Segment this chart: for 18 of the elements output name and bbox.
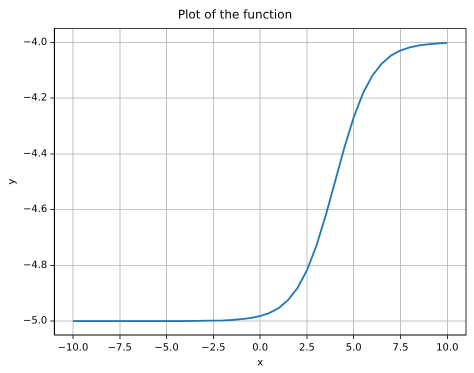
x-tick-label: 7.5 xyxy=(392,342,408,354)
y-axis-title: y xyxy=(6,178,18,185)
y-tick-label: −4.6 xyxy=(22,204,48,216)
y-tick-label: −4.0 xyxy=(22,36,48,48)
y-tick-label: −4.2 xyxy=(22,92,48,104)
x-tick-label: 10.0 xyxy=(436,342,458,354)
y-tick-label: −4.4 xyxy=(22,148,48,160)
x-axis-title: x xyxy=(257,358,264,369)
y-tick-label: −5.0 xyxy=(22,316,48,327)
x-tick-label: −7.5 xyxy=(108,342,132,354)
x-tick-label: −5.0 xyxy=(154,342,179,354)
x-tick-label: 0.0 xyxy=(252,342,268,354)
x-tick-label: 2.5 xyxy=(298,342,315,354)
x-tick-label: −10.0 xyxy=(58,342,88,354)
y-tick-label: −4.8 xyxy=(22,260,48,271)
x-tick-label: −2.5 xyxy=(201,342,226,354)
x-tick-label: 5.0 xyxy=(346,342,362,354)
chart-title: Plot of the function xyxy=(178,7,292,22)
